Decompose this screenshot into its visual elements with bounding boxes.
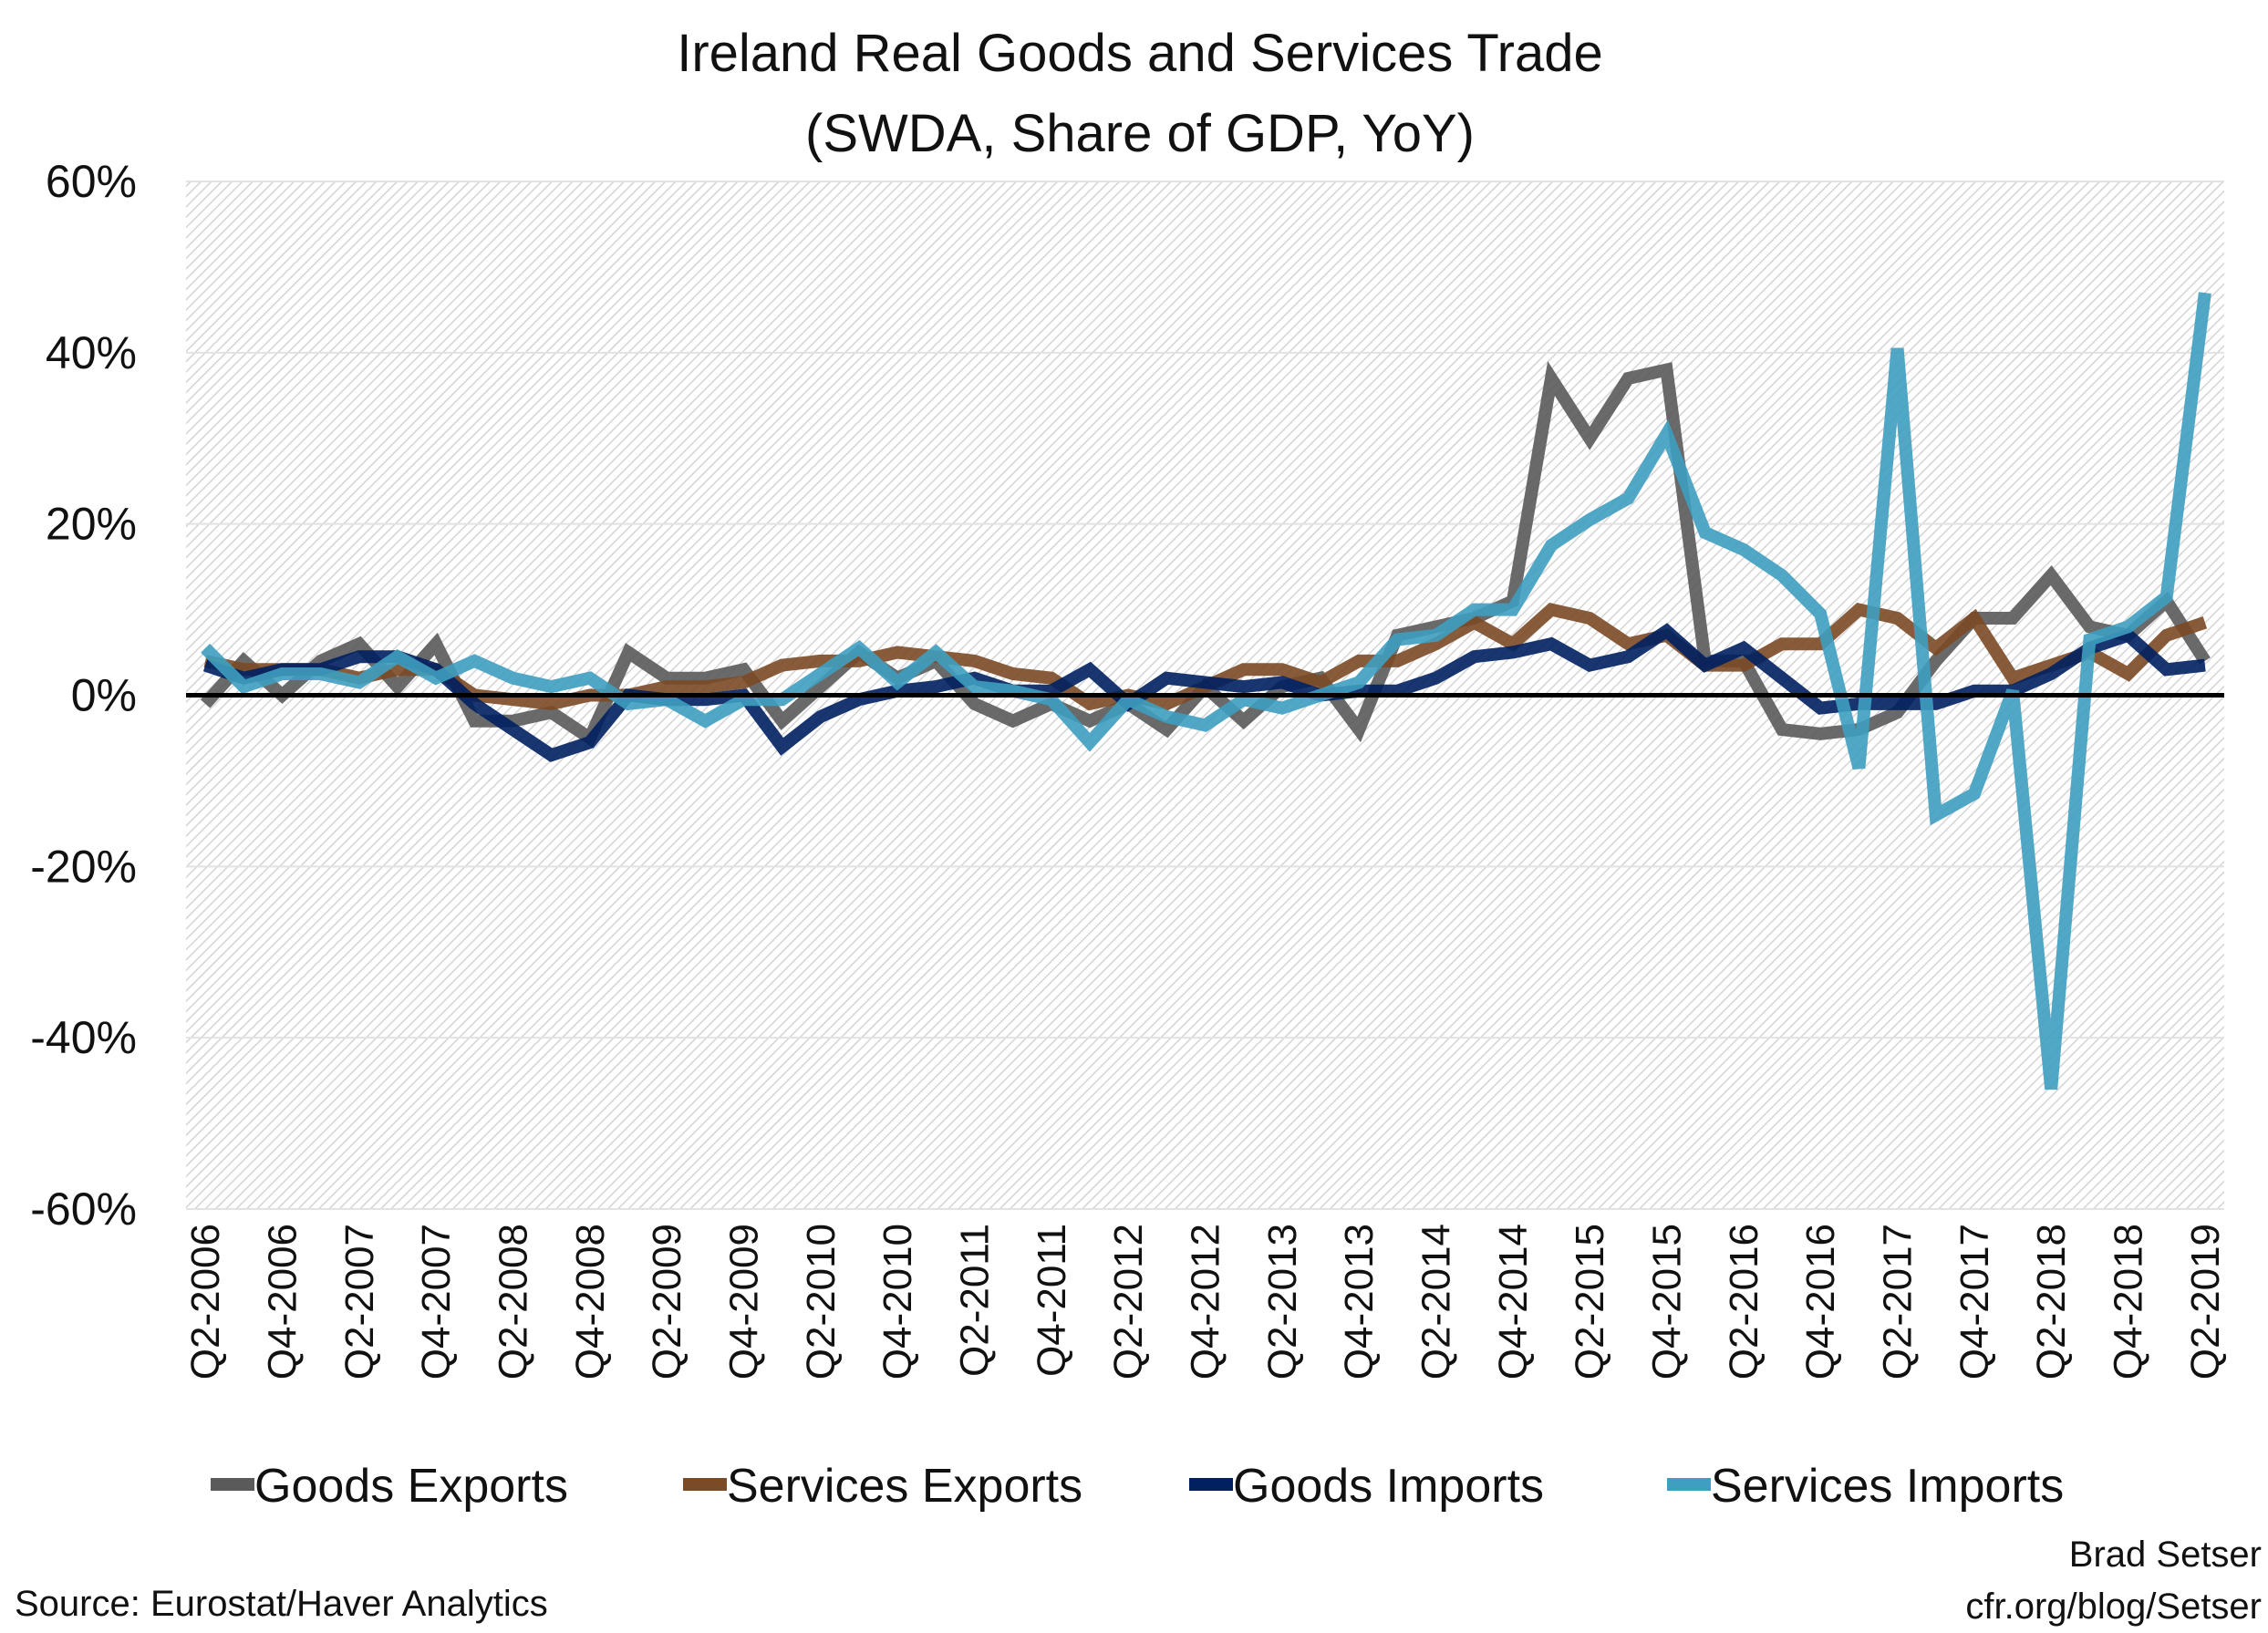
x-tick-label: Q4-2014 <box>1491 1224 1536 1380</box>
x-tick-label: Q2-2016 <box>1722 1224 1766 1380</box>
y-tick-label: 0% <box>71 670 137 721</box>
legend-item: Goods Imports <box>1189 1460 1544 1513</box>
legend-item: Goods Exports <box>211 1460 568 1513</box>
legend-item: Services Imports <box>1667 1460 2064 1513</box>
legend-label: Services Imports <box>1711 1460 2064 1513</box>
series-line-goods-imports <box>202 623 2206 762</box>
source-note: Source: Eurostat/Haver Analytics <box>15 1584 548 1624</box>
x-tick-label: Q2-2012 <box>1106 1224 1151 1380</box>
x-tick-label: Q2-2009 <box>645 1224 689 1380</box>
series-line-services-imports <box>201 292 2211 1090</box>
x-tick-label: Q2-2007 <box>337 1224 382 1380</box>
x-tick-label: Q4-2013 <box>1337 1224 1382 1380</box>
legend: Goods Exports Services Exports Goods Impor… <box>211 1460 2064 1513</box>
x-tick-label: Q2-2011 <box>952 1224 997 1377</box>
y-tick-label: 40% <box>46 327 137 378</box>
x-tick-label: Q2-2010 <box>799 1224 844 1380</box>
author-note: Brad Setser <box>2069 1535 2262 1575</box>
x-tick-label: Q4-2006 <box>260 1224 305 1380</box>
chart-title: Ireland Real Goods and Services Trade <box>677 24 1603 83</box>
y-tick-label: 20% <box>46 499 137 550</box>
y-axis: 60% 40% 20% 0% -20% -40% -60% <box>30 156 137 1235</box>
url-note: cfr.org/blog/Setser <box>1965 1586 2262 1627</box>
legend-label: Goods Imports <box>1233 1460 1544 1513</box>
x-tick-label: Q2-2013 <box>1260 1224 1305 1380</box>
y-tick-label: 60% <box>46 156 137 207</box>
x-tick-label: Q2-2008 <box>491 1224 535 1380</box>
x-tick-label: Q4-2011 <box>1030 1224 1074 1377</box>
x-tick-label: Q4-2018 <box>2107 1224 2151 1380</box>
x-tick-label: Q4-2015 <box>1645 1224 1690 1380</box>
x-tick-label: Q4-2017 <box>1952 1224 1997 1380</box>
series-lines <box>200 292 2211 1090</box>
x-tick-label: Q4-2007 <box>414 1224 459 1380</box>
legend-label: Goods Exports <box>254 1460 568 1513</box>
x-tick-label: Q2-2006 <box>183 1224 228 1380</box>
x-tick-label: Q4-2008 <box>568 1224 613 1380</box>
y-tick-label: -40% <box>30 1012 137 1063</box>
x-tick-label: Q2-2018 <box>2029 1224 2074 1380</box>
chart-subtitle: (SWDA, Share of GDP, YoY) <box>805 104 1475 163</box>
x-tick-label: Q4-2012 <box>1184 1224 1228 1380</box>
x-tick-label: Q4-2016 <box>1798 1224 1843 1380</box>
x-axis: Q2-2006 Q4-2006 Q2-2007 Q4-2007 Q2-2008 Q4-20… <box>183 1224 2228 1380</box>
x-tick-label: Q2-2019 <box>2183 1224 2228 1380</box>
x-tick-label: Q4-2009 <box>721 1224 766 1380</box>
legend-label: Services Exports <box>727 1460 1082 1513</box>
x-tick-label: Q4-2010 <box>875 1224 920 1380</box>
y-tick-label: -60% <box>30 1183 137 1235</box>
x-tick-label: Q2-2017 <box>1876 1224 1921 1380</box>
x-tick-label: Q2-2015 <box>1568 1224 1612 1380</box>
x-tick-label: Q2-2014 <box>1414 1224 1459 1380</box>
y-tick-label: -20% <box>30 841 137 892</box>
legend-item: Services Exports <box>683 1460 1082 1513</box>
